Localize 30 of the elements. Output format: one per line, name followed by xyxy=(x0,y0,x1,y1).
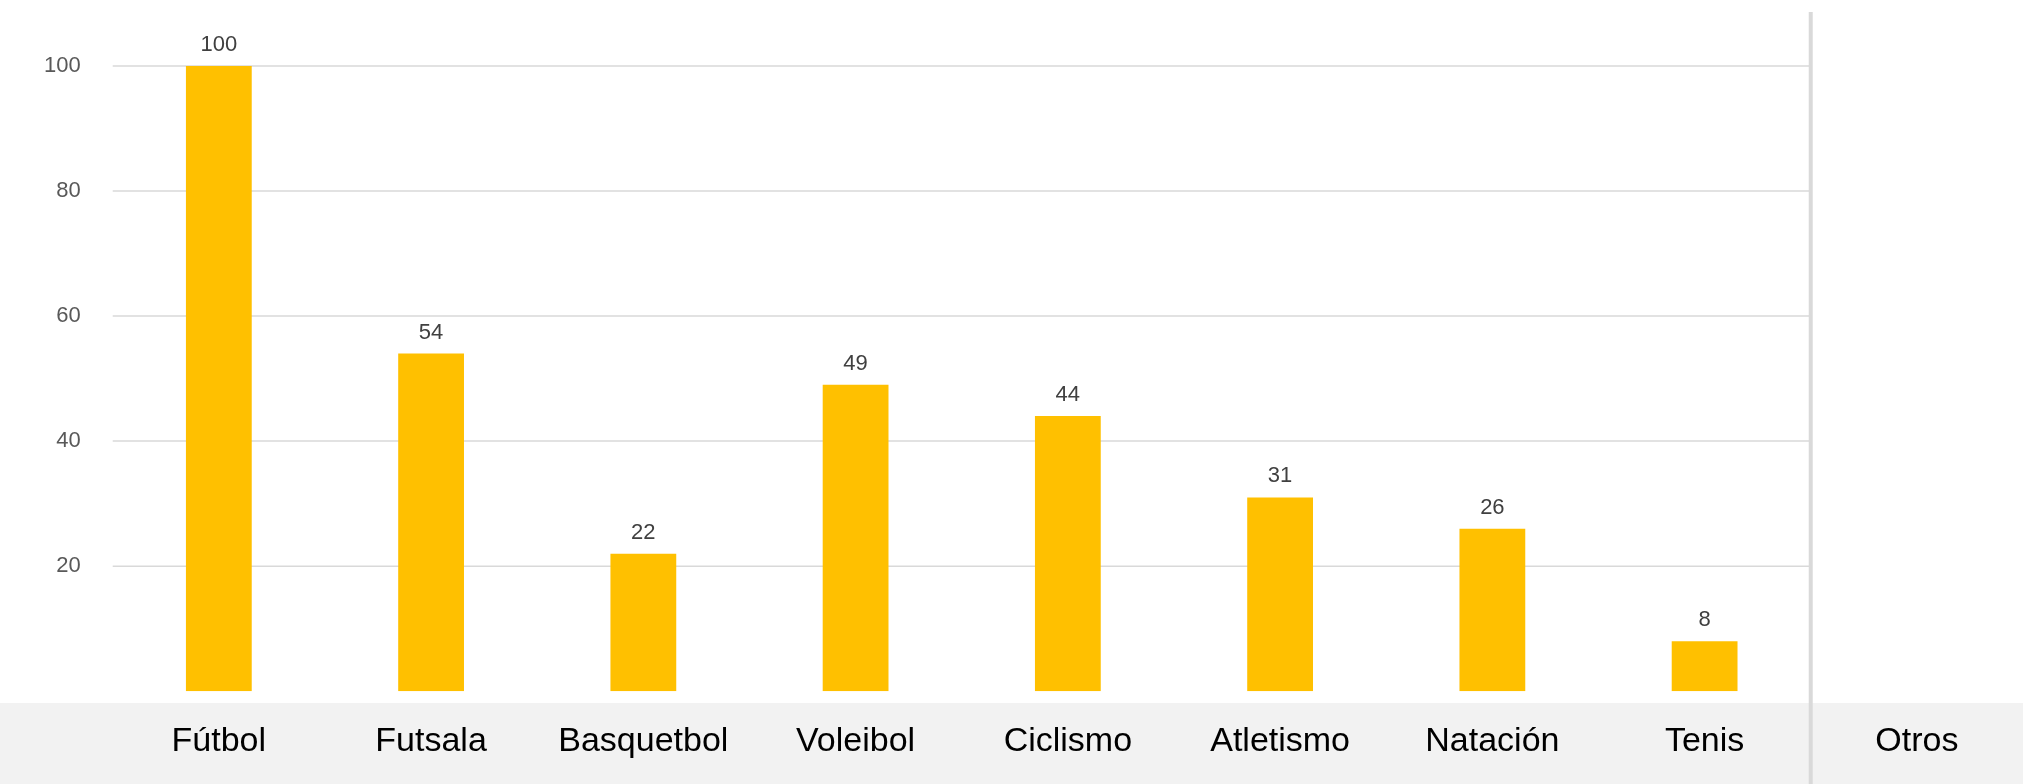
data-label: 26 xyxy=(1480,493,1505,519)
y-tick-label: 40 xyxy=(56,427,81,453)
x-tick-label: Futsala xyxy=(375,719,487,758)
x-tick-label: Tenis xyxy=(1664,719,1745,758)
x-tick-label: Otros xyxy=(1875,719,1959,758)
bar xyxy=(1459,528,1526,692)
bar xyxy=(1034,416,1101,692)
data-label: 100 xyxy=(200,31,238,57)
x-tick-label: Voleibol xyxy=(796,719,916,758)
x-tick-label: Basquetbol xyxy=(558,719,729,758)
data-label: 49 xyxy=(843,349,868,375)
bar xyxy=(185,66,252,692)
bar xyxy=(398,353,464,692)
data-label: 44 xyxy=(1055,381,1081,407)
bar xyxy=(1671,641,1738,692)
y-tick-label: 100 xyxy=(43,52,81,78)
x-tick-label: Atletismo xyxy=(1210,719,1351,758)
y-tick-label: 80 xyxy=(56,177,81,203)
y-tick-label: 60 xyxy=(56,302,81,328)
data-label: 22 xyxy=(631,518,656,544)
x-tick-label: Natación xyxy=(1425,719,1560,758)
data-label: 31 xyxy=(1267,462,1293,488)
x-tick-label: Ciclismo xyxy=(1003,719,1133,758)
x-tick-label: Fútbol xyxy=(171,719,267,758)
data-label: 8 xyxy=(1698,606,1711,632)
bar xyxy=(822,384,889,692)
bar xyxy=(1247,497,1314,692)
bar xyxy=(610,553,677,692)
y-tick-label: 20 xyxy=(56,552,81,578)
data-label: 54 xyxy=(418,318,444,344)
